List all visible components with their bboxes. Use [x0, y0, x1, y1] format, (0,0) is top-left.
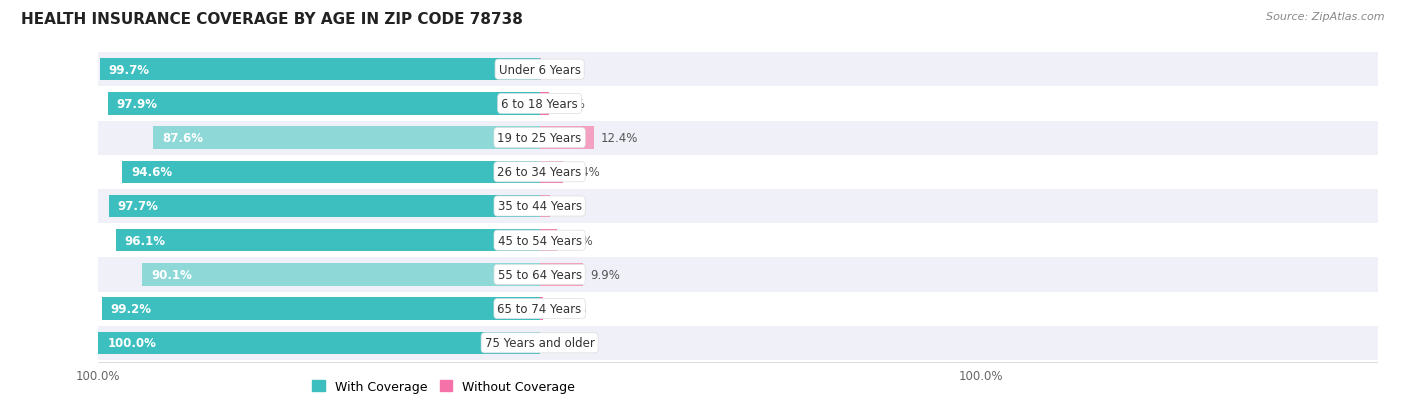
Text: 5.4%: 5.4%: [569, 166, 600, 179]
Text: 75 Years and older: 75 Years and older: [485, 337, 595, 349]
Text: 87.6%: 87.6%: [162, 132, 202, 145]
Text: 97.9%: 97.9%: [117, 97, 157, 111]
Text: 65 to 74 Years: 65 to 74 Years: [498, 302, 582, 316]
Text: 0.0%: 0.0%: [546, 337, 576, 349]
Text: 94.6%: 94.6%: [131, 166, 172, 179]
Bar: [540, 263, 583, 286]
FancyBboxPatch shape: [90, 258, 1406, 292]
Text: 6 to 18 Years: 6 to 18 Years: [501, 97, 578, 111]
FancyBboxPatch shape: [90, 53, 1406, 87]
Text: HEALTH INSURANCE COVERAGE BY AGE IN ZIP CODE 78738: HEALTH INSURANCE COVERAGE BY AGE IN ZIP …: [21, 12, 523, 27]
FancyBboxPatch shape: [90, 190, 1406, 223]
Text: 99.7%: 99.7%: [108, 64, 149, 76]
Text: 2.3%: 2.3%: [557, 200, 586, 213]
Text: 96.1%: 96.1%: [125, 234, 166, 247]
FancyBboxPatch shape: [90, 223, 1406, 258]
FancyBboxPatch shape: [90, 292, 1406, 326]
Bar: [142, 263, 540, 286]
Text: Source: ZipAtlas.com: Source: ZipAtlas.com: [1267, 12, 1385, 22]
Text: 90.1%: 90.1%: [150, 268, 191, 281]
Bar: [540, 161, 564, 183]
Text: 99.2%: 99.2%: [111, 302, 152, 316]
Text: 55 to 64 Years: 55 to 64 Years: [498, 268, 582, 281]
Bar: [540, 93, 548, 115]
Text: 97.7%: 97.7%: [117, 200, 159, 213]
Text: 26 to 34 Years: 26 to 34 Years: [498, 166, 582, 179]
Text: 0.77%: 0.77%: [550, 302, 586, 316]
Text: 3.9%: 3.9%: [564, 234, 593, 247]
FancyBboxPatch shape: [90, 326, 1406, 360]
Text: 12.4%: 12.4%: [600, 132, 638, 145]
Bar: [122, 161, 540, 183]
Bar: [540, 298, 543, 320]
Text: 35 to 44 Years: 35 to 44 Years: [498, 200, 582, 213]
Bar: [103, 298, 540, 320]
Bar: [108, 93, 540, 115]
Text: 0.31%: 0.31%: [547, 64, 585, 76]
Text: 9.9%: 9.9%: [591, 268, 620, 281]
Text: 19 to 25 Years: 19 to 25 Years: [498, 132, 582, 145]
Bar: [540, 127, 595, 150]
Legend: With Coverage, Without Coverage: With Coverage, Without Coverage: [308, 375, 581, 398]
FancyBboxPatch shape: [90, 87, 1406, 121]
Text: 2.1%: 2.1%: [555, 97, 585, 111]
Text: 45 to 54 Years: 45 to 54 Years: [498, 234, 582, 247]
Bar: [98, 332, 540, 354]
Bar: [100, 59, 540, 81]
Bar: [108, 195, 540, 218]
Bar: [540, 230, 557, 252]
Text: 100.0%: 100.0%: [107, 337, 156, 349]
Bar: [540, 195, 550, 218]
Bar: [153, 127, 540, 150]
FancyBboxPatch shape: [90, 121, 1406, 155]
FancyBboxPatch shape: [90, 155, 1406, 190]
Bar: [115, 230, 540, 252]
Text: Under 6 Years: Under 6 Years: [499, 64, 581, 76]
